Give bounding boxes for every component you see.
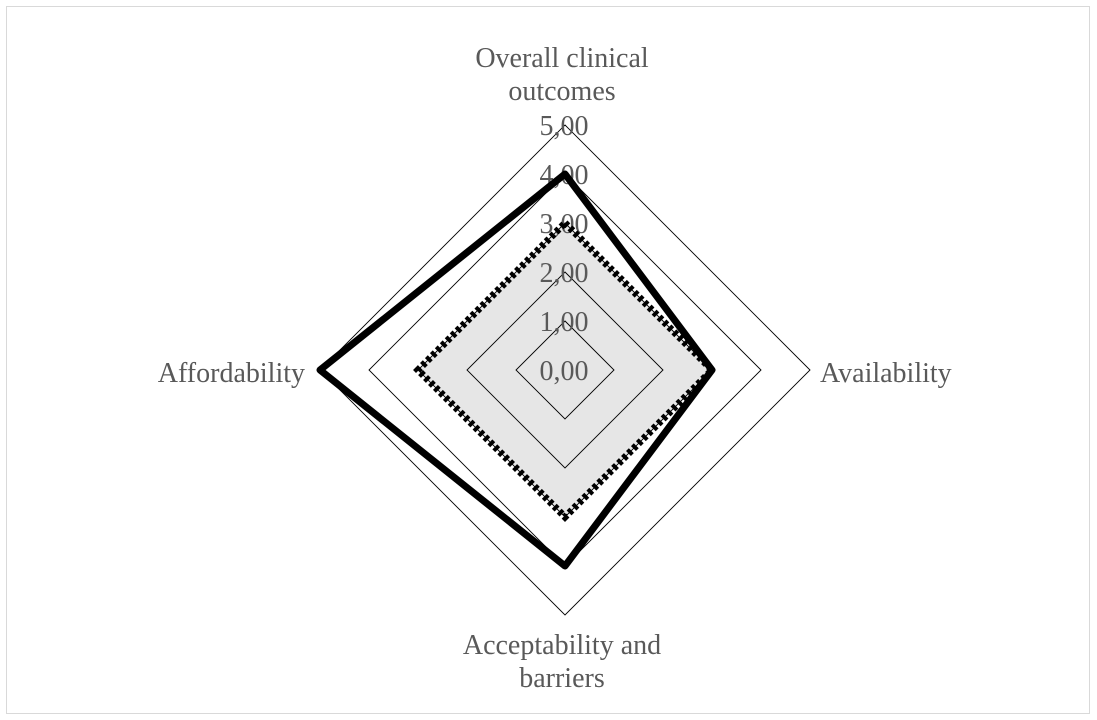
axis-label-line: Affordability — [158, 358, 305, 389]
grid-ring-1 — [515, 320, 615, 420]
axis-label-line: Availability — [820, 358, 952, 389]
tick-label-0: 0,00 — [540, 356, 589, 387]
series-line-dotted-2 — [413, 218, 717, 522]
axis-label-1: Availability — [820, 358, 952, 389]
tick-label-5: 5,00 — [540, 111, 589, 142]
axis-label-0: Overall clinical outcomes — [475, 43, 649, 107]
axis-label-line: Acceptability and — [463, 630, 661, 661]
axis-label-line: outcomes — [508, 76, 615, 107]
tick-label-2: 2,00 — [540, 258, 589, 289]
series-line-solid-1 — [316, 170, 716, 570]
axis-label-line: Overall clinical — [475, 43, 649, 74]
grid-ring-2 — [466, 271, 664, 469]
axis-label-line: barriers — [519, 663, 605, 694]
axis-label-2: Acceptability and barriers — [463, 630, 661, 694]
tick-label-1: 1,00 — [540, 307, 589, 338]
axis-label-3: Affordability — [158, 358, 305, 389]
grid-ring-5 — [319, 124, 811, 616]
